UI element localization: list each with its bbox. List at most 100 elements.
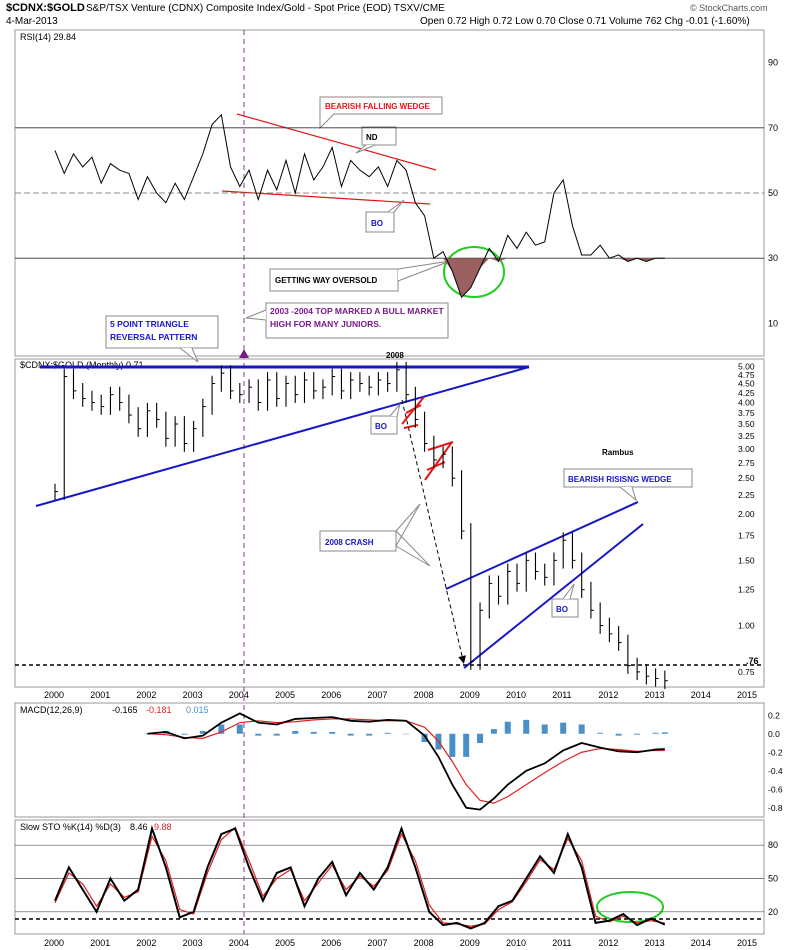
rsi-tick-label: 90 bbox=[768, 58, 778, 68]
price-x-tick-label: 2006 bbox=[321, 690, 341, 700]
macd-tick-label: -0.2 bbox=[768, 747, 783, 757]
price-x-tick-label: 2014 bbox=[691, 690, 711, 700]
annotation-oversold: GETTING WAY OVERSOLD bbox=[269, 260, 451, 292]
annotation-falling-wedge: BEARISH FALLING WEDGE bbox=[319, 96, 443, 130]
rsi-tick-label: 50 bbox=[768, 188, 778, 198]
macd-value: -0.165 bbox=[112, 705, 138, 715]
price-tick-label: 5.00 bbox=[738, 362, 755, 372]
macd-histogram-bar bbox=[310, 731, 317, 734]
stochastic-ellipse bbox=[596, 891, 664, 923]
macd-layer bbox=[144, 712, 668, 811]
svg-text:BO: BO bbox=[375, 422, 387, 431]
macd-histogram-bar bbox=[421, 733, 428, 743]
stochastic-x-tick-label: 2009 bbox=[460, 938, 480, 948]
falling-wedge-upper-line bbox=[236, 113, 437, 171]
stochastic-x-tick-label: 2004 bbox=[229, 938, 249, 948]
macd-histogram-bar bbox=[329, 731, 336, 734]
price-x-tick-label: 2010 bbox=[506, 690, 526, 700]
annotation-price-bo-1: BO bbox=[370, 403, 401, 435]
macd-label: MACD(12,26,9) -0.165 -0.181 0.015 bbox=[20, 705, 209, 715]
stochastic-x-tick-label: 2013 bbox=[645, 938, 665, 948]
rising-wedge-lower-line bbox=[463, 523, 644, 669]
macd-histogram-bar bbox=[578, 724, 585, 734]
macd-histogram-bar bbox=[181, 733, 188, 735]
macd-histogram-bar bbox=[449, 733, 456, 757]
price-tick-label: 2.25 bbox=[738, 490, 755, 500]
stochastic-x-tick-label: 2002 bbox=[136, 938, 156, 948]
macd-histogram-bar bbox=[541, 724, 548, 734]
rising-wedge-upper-line bbox=[445, 501, 639, 590]
red-flag-patterns bbox=[401, 396, 454, 481]
price-tick-label: 4.25 bbox=[738, 388, 755, 398]
stochastic-x-tick-label: 2003 bbox=[183, 938, 203, 948]
price-panel bbox=[14, 358, 765, 688]
stochastic-x-tick-label: 2014 bbox=[691, 938, 711, 948]
price-tick-label: 4.00 bbox=[738, 398, 755, 408]
macd-histogram-bar bbox=[384, 732, 391, 734]
price-tick-label: 4.75 bbox=[738, 370, 755, 380]
macd-histogram-bar bbox=[490, 729, 497, 734]
stochastic-series-line bbox=[54, 824, 666, 930]
annotation-triangle: 5 POINT TRIANGLE REVERSAL PATTERN bbox=[105, 315, 219, 363]
support-level-label: .76 bbox=[746, 656, 759, 666]
macd-histogram-bar bbox=[347, 733, 354, 736]
annotation-price-bo-2: BO bbox=[551, 583, 579, 618]
stochastic-x-tick-label: 2010 bbox=[506, 938, 526, 948]
price-tick-label: 3.00 bbox=[738, 444, 755, 454]
macd-histogram-bar bbox=[199, 730, 206, 734]
stochastic-series-line bbox=[54, 826, 665, 927]
price-tick-label: 3.25 bbox=[738, 431, 755, 441]
macd-histogram-bar bbox=[255, 733, 262, 736]
stochastic-x-tick-label: 2005 bbox=[275, 938, 295, 948]
price-tick-label: 2.75 bbox=[738, 458, 755, 468]
stochastic-x-tick-label: 2006 bbox=[321, 938, 341, 948]
stochastic-x-tick-label: 2008 bbox=[414, 938, 434, 948]
oversold-ellipse bbox=[443, 246, 505, 298]
chart-description: S&P/TSX Venture (CDNX) Composite Index/G… bbox=[86, 3, 445, 14]
macd-tick-label: 0.2 bbox=[768, 710, 780, 720]
svg-text:2008 CRASH: 2008 CRASH bbox=[325, 538, 374, 547]
chart-credit: © StockCharts.com bbox=[690, 3, 768, 13]
stochastic-x-tick-label: 2012 bbox=[598, 938, 618, 948]
stochastic-x-tick-label: 2011 bbox=[552, 938, 571, 948]
annotation-rambus: Rambus bbox=[602, 448, 634, 457]
svg-text:BO: BO bbox=[371, 219, 383, 228]
price-x-tick-label: 2013 bbox=[645, 690, 665, 700]
price-tick-label: 1.50 bbox=[738, 555, 755, 565]
price-x-tick-label: 2005 bbox=[275, 690, 295, 700]
rsi-layer bbox=[54, 113, 665, 299]
grid-layer bbox=[15, 127, 764, 913]
stochastic-x-tick-label: 2000 bbox=[44, 938, 64, 948]
price-x-tick-label: 2003 bbox=[183, 690, 203, 700]
macd-histogram-bar bbox=[661, 732, 668, 734]
chart-date: 4-Mar-2013 bbox=[6, 16, 58, 27]
price-x-tick-label: 2002 bbox=[136, 690, 156, 700]
price-x-tick-label: 2001 bbox=[90, 690, 110, 700]
price-tick-label: 3.50 bbox=[738, 419, 755, 429]
annotation-rising-wedge: BEARISH RISISNG WEDGE bbox=[563, 468, 693, 502]
annotation-nd: ND bbox=[355, 126, 397, 154]
macd-histogram-bar bbox=[523, 719, 530, 734]
macd-series-line bbox=[147, 718, 665, 804]
stochastic-tick-label: 50 bbox=[768, 874, 778, 884]
price-x-tick-label: 2000 bbox=[44, 690, 64, 700]
macd-tick-label: 0.0 bbox=[768, 729, 780, 739]
macd-tick-label: -0.4 bbox=[768, 766, 783, 776]
price-x-tick-label: 2007 bbox=[367, 690, 387, 700]
stochastic-label: Slow STO %K(14) %D(3) 8.46 9.88 bbox=[20, 822, 172, 832]
svg-text:BO: BO bbox=[556, 605, 568, 614]
macd-histogram-bar bbox=[273, 733, 280, 736]
stochastic-x-tick-label: 2015 bbox=[737, 938, 757, 948]
macd-tick-label: -0.8 bbox=[768, 803, 783, 813]
svg-text:Slow STO %K(14) %D(3): Slow STO %K(14) %D(3) bbox=[20, 822, 121, 832]
svg-text:MACD(12,26,9): MACD(12,26,9) bbox=[20, 705, 83, 715]
macd-histogram-bar bbox=[504, 721, 511, 734]
macd-histogram-bar bbox=[477, 733, 484, 743]
price-x-tick-label: 2008 bbox=[414, 690, 434, 700]
svg-text:BEARISH RISISNG WEDGE: BEARISH RISISNG WEDGE bbox=[568, 475, 672, 484]
macd-histogram-bar bbox=[463, 733, 470, 757]
crash-arrow bbox=[401, 399, 466, 664]
stochastic-x-tick-label: 2001 bbox=[90, 938, 110, 948]
rsi-tick-label: 10 bbox=[768, 318, 778, 328]
